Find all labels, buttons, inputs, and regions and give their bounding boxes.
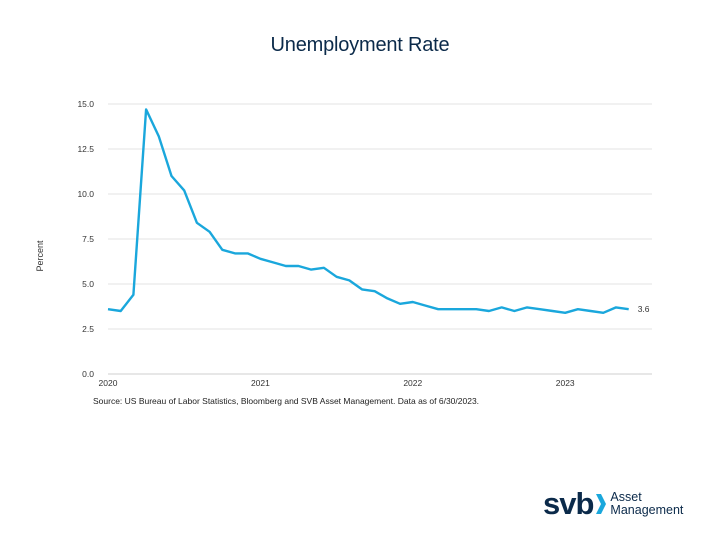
chevron-icon — [596, 493, 607, 514]
x-tick-label: 2023 — [556, 378, 575, 388]
y-tick-label: 5.0 — [82, 279, 94, 289]
logo-text: Asset Management — [610, 489, 684, 517]
logo-line2: Management — [610, 502, 684, 517]
chart-title: Unemployment Rate — [270, 34, 450, 56]
y-tick-label: 15.0 — [77, 99, 94, 109]
x-tick-label: 2022 — [403, 378, 422, 388]
logo-mark: svb — [543, 486, 594, 521]
source-note: Source: US Bureau of Labor Statistics, B… — [93, 396, 480, 406]
x-tick-label: 2020 — [99, 378, 118, 388]
series-group — [107, 108, 629, 314]
y-tick-label: 7.5 — [82, 234, 94, 244]
line-chart: 0.02.55.07.510.012.515.0 2020 2021 2022 202… — [35, 99, 652, 388]
end-value-label: 3.6 — [638, 304, 650, 314]
gridlines — [108, 103, 652, 375]
svb-logo: svb Asset Management — [543, 488, 683, 519]
y-tick-label: 10.0 — [77, 189, 94, 199]
y-axis-label: Percent — [35, 240, 45, 272]
x-tick-labels: 2020 2021 2022 2023 — [99, 378, 575, 388]
series-line — [107, 108, 629, 314]
y-tick-label: 0.0 — [82, 369, 94, 379]
logo-line1: Asset — [610, 489, 642, 504]
y-tick-label: 12.5 — [77, 144, 94, 154]
x-tick-label: 2021 — [251, 378, 270, 388]
y-tick-label: 2.5 — [82, 324, 94, 334]
y-tick-labels: 0.0 2.5 5.0 7.5 10.0 12.5 15.0 — [77, 99, 94, 379]
